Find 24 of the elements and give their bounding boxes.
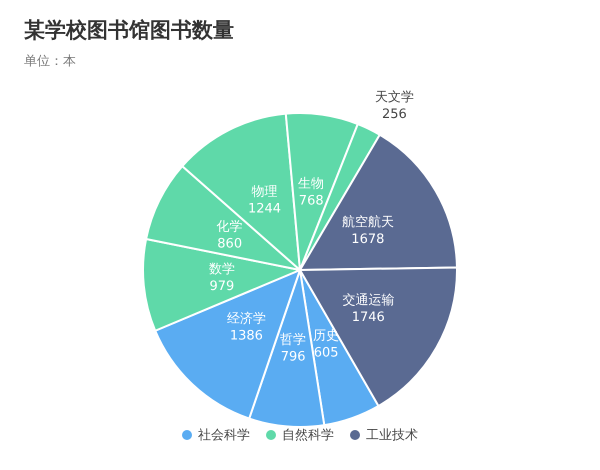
data-label: 1244 [248,201,282,216]
data-label: 1386 [230,328,263,344]
text: 社会科学 [197,427,250,444]
data-label: 1746 [352,310,385,326]
text: 工业技术 [365,427,418,444]
data-label: 256 [382,106,407,122]
text: 自然科学 [281,427,334,444]
data-label: 979 [209,279,234,294]
slice-label: 数学 [208,262,235,278]
chart-subtitle: 单位：本 [24,53,76,70]
slice-label: 交通运输 [342,292,394,308]
data-label: 1678 [351,232,384,247]
data-label: 796 [280,350,306,365]
slice-label: 化学 [216,219,243,234]
data-label: 860 [217,236,242,252]
slice-label: 天文学 [374,90,414,105]
slice-label: 经济学 [226,312,266,327]
chart-title: 某学校图书馆图书数量 [24,17,234,44]
data-label: 768 [298,194,324,209]
slice-label: 物理 [251,184,278,200]
slice-label: 哲学 [280,332,306,348]
slice-label: 生物 [298,176,324,192]
data-label: 605 [314,345,339,360]
slice-label: 航空航天 [342,214,394,230]
